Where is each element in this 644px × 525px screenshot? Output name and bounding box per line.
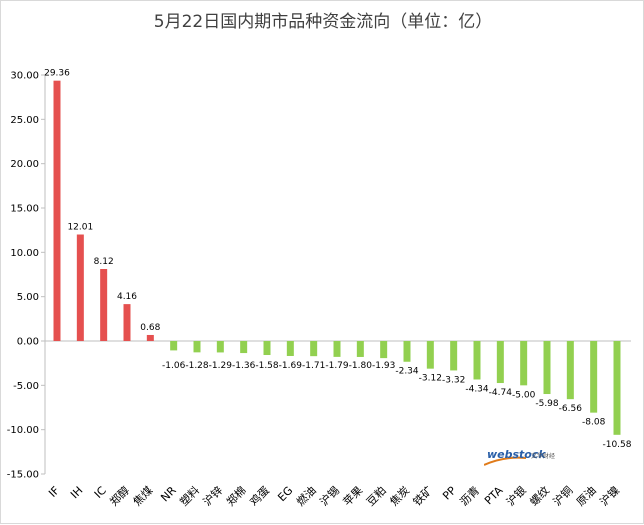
value-label: -4.74 [489, 388, 513, 398]
y-tick-label: 20.00 [10, 159, 39, 170]
x-tick-label: 铁矿 [411, 484, 436, 509]
value-label: -1.58 [255, 361, 279, 371]
value-label: -3.32 [442, 375, 465, 385]
x-tick-label: 沪银 [503, 483, 528, 508]
y-tick-label: 25.00 [10, 115, 39, 126]
y-tick-label: -5.00 [13, 381, 39, 392]
bar [426, 341, 434, 369]
axis-layer [41, 74, 631, 475]
value-label: -5.98 [535, 399, 559, 409]
value-label: -1.71 [302, 361, 325, 371]
value-label: -1.06 [162, 361, 186, 371]
bar [613, 341, 621, 435]
x-tick-label: 豆粕 [363, 483, 388, 508]
x-tick-label: EG [275, 484, 295, 504]
bar [240, 341, 248, 354]
y-tick-label: 0.00 [17, 337, 39, 348]
value-label: -4.34 [465, 384, 489, 394]
x-tick-label: 焦炭 [387, 484, 412, 509]
bar [450, 341, 458, 371]
bar [286, 341, 294, 356]
bar [263, 341, 271, 356]
value-label: -1.36 [232, 361, 256, 371]
x-tick-label: IH [68, 484, 85, 501]
x-tick-label: 鸡蛋 [247, 483, 272, 508]
bar [496, 341, 504, 384]
bar [403, 341, 411, 362]
bar [53, 80, 61, 341]
value-label: 8.12 [94, 257, 114, 267]
x-tick-label: 原油 [573, 483, 598, 508]
bar [100, 269, 108, 341]
bar [170, 341, 178, 351]
value-label: 4.16 [117, 292, 137, 302]
x-tick-label: 沪锡 [317, 483, 342, 508]
value-label: -6.56 [559, 404, 583, 414]
value-label: -3.12 [419, 374, 442, 384]
x-tick-label: 沪铜 [550, 483, 575, 508]
bars-layer [53, 80, 621, 435]
x-tick-label: 燃油 [293, 483, 318, 508]
bar [473, 341, 481, 380]
value-label: -1.80 [349, 361, 373, 371]
bar [146, 334, 154, 341]
y-tick-label: 15.00 [10, 204, 39, 215]
watermark-subtitle: 文华财经 [531, 453, 556, 460]
y-tick-label: 30.00 [10, 71, 39, 82]
watermark-logo: webstock 文华财经 [479, 448, 559, 466]
x-tick-label: 塑料 [177, 483, 202, 508]
y-tick-label: 10.00 [10, 248, 39, 259]
bar [543, 341, 551, 395]
value-label: -5.00 [512, 390, 536, 400]
x-tick-label: 焦煤 [131, 484, 156, 509]
bar [216, 341, 224, 353]
watermark-brand: webstock [487, 448, 546, 461]
value-label: -1.29 [209, 361, 233, 371]
value-label: -1.69 [279, 361, 303, 371]
value-label: -2.34 [395, 367, 419, 377]
x-tick-label: 郑醇 [107, 483, 132, 508]
chart-title: 5月22日国内期市品种资金流向（单位：亿） [153, 12, 493, 32]
x-tick-label: PTA [482, 484, 506, 508]
value-label: 29.36 [44, 69, 70, 79]
x-tick-label: NR [158, 484, 179, 505]
bar [76, 234, 84, 341]
x-tick-label: 螺纹 [527, 483, 552, 508]
value-label: -8.08 [582, 418, 606, 428]
x-tick-label: 郑棉 [223, 483, 248, 508]
value-label: -10.58 [602, 440, 631, 450]
value-label: -1.28 [185, 361, 209, 371]
value-label: -1.93 [372, 361, 395, 371]
value-label: 12.01 [67, 223, 93, 233]
x-tick-label: 沪镍 [597, 483, 622, 508]
y-tick-label: -15.00 [7, 470, 39, 481]
swoosh-icon [484, 456, 526, 466]
y-tick-label: -10.00 [7, 425, 39, 436]
y-tick-label: 5.00 [17, 292, 39, 303]
bar [590, 341, 598, 413]
bar [356, 341, 364, 357]
bar [193, 341, 201, 353]
y-tick-labels-layer: 30.00 25.00 20.00 15.00 10.00 5.00 0.00 -5.00 -1… [7, 71, 39, 481]
bar [123, 304, 131, 341]
x-tick-label: IF [46, 484, 62, 500]
bar [333, 341, 341, 357]
x-tick-label: IC [92, 484, 109, 501]
bar [566, 341, 574, 400]
bar [520, 341, 528, 386]
bar [310, 341, 318, 357]
x-tick-label: 沪锌 [200, 483, 225, 508]
x-tick-label: 沥青 [457, 484, 482, 509]
value-label: 0.68 [140, 323, 160, 333]
bar [380, 341, 388, 359]
x-tick-label: 苹果 [340, 483, 365, 508]
value-label: -1.79 [325, 361, 349, 371]
